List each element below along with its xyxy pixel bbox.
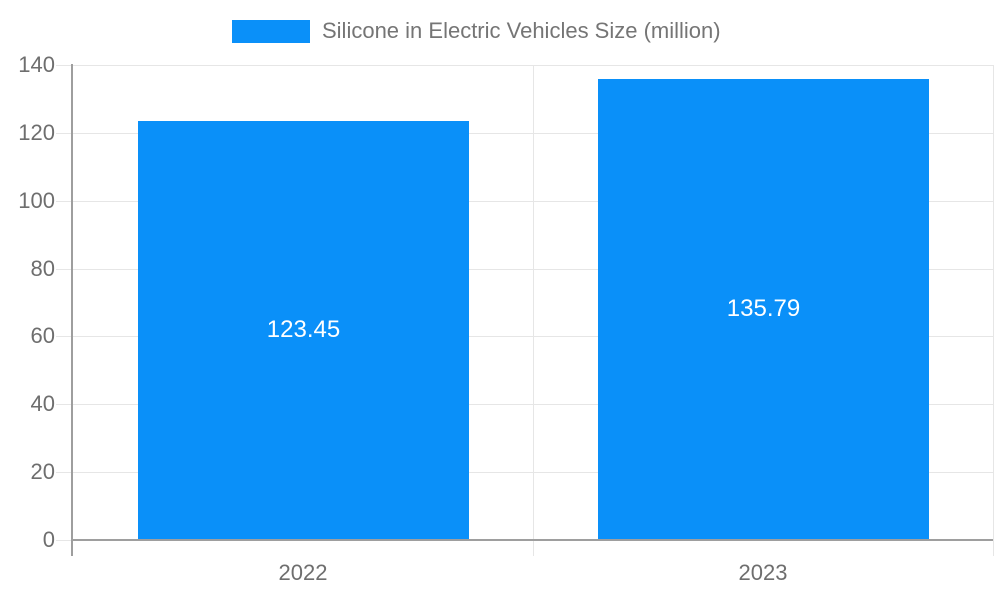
legend-label: Silicone in Electric Vehicles Size (mill… bbox=[322, 18, 721, 43]
y-gridline bbox=[56, 201, 993, 202]
bar-2023[interactable]: 135.79 bbox=[598, 79, 929, 539]
y-axis-line bbox=[71, 64, 73, 556]
y-axis-tick-label: 0 bbox=[42, 527, 55, 552]
y-gridline bbox=[56, 133, 993, 134]
category-gridline bbox=[993, 65, 994, 556]
y-axis-tick-label: 140 bbox=[18, 52, 55, 77]
y-axis-tick-label: 60 bbox=[30, 323, 55, 348]
x-axis-line bbox=[71, 539, 993, 541]
y-axis-tick-label: 40 bbox=[30, 391, 55, 416]
legend[interactable]: Silicone in Electric Vehicles Size (mill… bbox=[232, 18, 721, 43]
x-axis-tick-label: 2023 bbox=[738, 560, 788, 585]
bar-value-label: 135.79 bbox=[726, 295, 801, 322]
bar-2022[interactable]: 123.45 bbox=[138, 121, 469, 539]
category-gridline bbox=[533, 65, 534, 556]
y-gridline bbox=[56, 269, 993, 270]
y-gridline bbox=[56, 472, 993, 473]
y-axis-tick-label: 120 bbox=[18, 120, 55, 145]
y-axis-tick-label: 100 bbox=[18, 188, 55, 213]
y-gridline bbox=[56, 404, 993, 405]
y-axis-tick-label: 80 bbox=[30, 256, 55, 281]
x-axis-tick-label: 2022 bbox=[278, 560, 328, 585]
y-gridline bbox=[56, 65, 993, 66]
y-gridline bbox=[56, 336, 993, 337]
bar-value-label: 123.45 bbox=[266, 316, 341, 343]
y-axis-tick-label: 20 bbox=[30, 459, 55, 484]
legend-swatch-icon bbox=[232, 19, 310, 43]
